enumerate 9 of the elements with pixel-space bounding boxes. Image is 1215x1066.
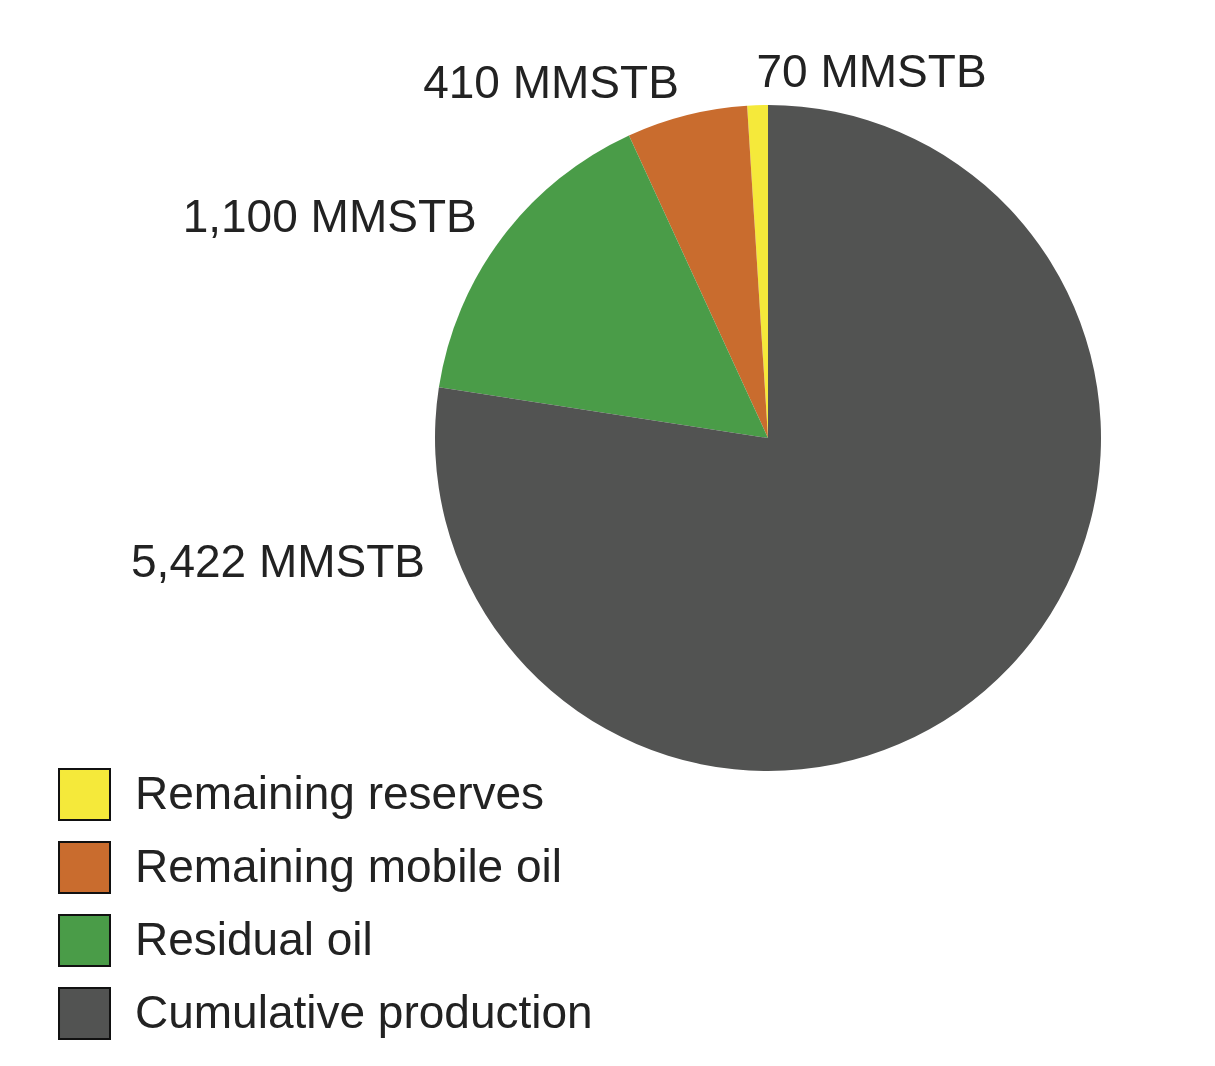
- data-label: 1,100 MMSTB: [182, 190, 477, 243]
- legend-label: Cumulative production: [135, 985, 593, 1038]
- data-label: 70 MMSTB: [756, 45, 987, 98]
- legend-label: Remaining mobile oil: [135, 839, 562, 892]
- pie-slice: [628, 105, 768, 438]
- legend-label: Remaining reserves: [135, 766, 545, 819]
- data-label: 410 MMSTB: [423, 56, 679, 109]
- legend-label: Residual oil: [135, 912, 373, 965]
- data-label: 5,422 MMSTB: [131, 534, 426, 587]
